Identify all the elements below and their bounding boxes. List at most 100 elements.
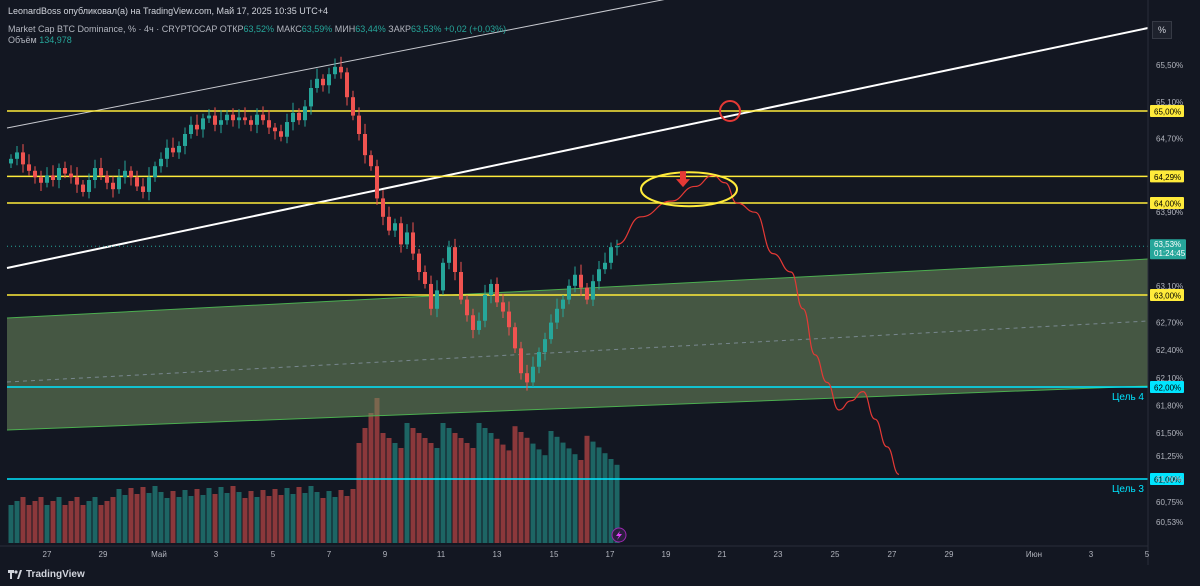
volume-bar <box>236 492 242 543</box>
candle-body <box>171 147 175 153</box>
candle-body <box>321 78 325 86</box>
trendlines <box>6 0 1149 269</box>
volume-bar <box>416 433 422 543</box>
candle-body <box>519 348 523 374</box>
time-axis-label: 15 <box>550 550 559 559</box>
volume-bar <box>98 505 104 543</box>
volume-bar <box>116 489 122 543</box>
open-label: ОТКР <box>219 24 244 34</box>
volume-bar <box>314 492 320 543</box>
candle-body <box>159 158 163 167</box>
volume-bar <box>554 436 560 543</box>
volume-bar <box>32 501 38 543</box>
volume-bar <box>38 497 44 543</box>
volume-bar <box>536 449 542 543</box>
volume-bar <box>422 438 428 543</box>
candle-body <box>477 320 481 330</box>
time-axis-label: 29 <box>99 550 108 559</box>
volume-bar <box>566 448 572 543</box>
volume-bar <box>494 438 500 543</box>
volume-bar <box>404 423 410 543</box>
candle-body <box>297 112 301 121</box>
time-axis-label: 27 <box>43 550 52 559</box>
close-value: 63,53% <box>410 24 442 34</box>
channel-bottom-edge <box>6 385 1149 431</box>
volume-bar <box>224 493 230 543</box>
level-tag-text: 64,29% <box>1154 173 1181 182</box>
volume-bar <box>62 505 68 543</box>
candle-body <box>15 152 19 159</box>
volume-bar <box>230 486 236 543</box>
candle-body <box>183 134 187 146</box>
volume-bar <box>284 488 290 543</box>
volume-bar <box>452 433 458 543</box>
candle-body <box>411 232 415 254</box>
volume-bar <box>26 505 32 543</box>
volume-bar <box>152 486 158 543</box>
price-axis-label: 61,25% <box>1156 452 1183 461</box>
target-label: Цель 3 <box>1112 484 1144 495</box>
price-axis-label: 65,50% <box>1156 61 1183 70</box>
volume-bar <box>206 488 212 543</box>
volume-bar <box>614 464 620 543</box>
candle-body <box>261 114 265 121</box>
price-axis-label: 64,70% <box>1156 135 1183 144</box>
volume-bar <box>326 491 332 543</box>
candle-body <box>429 283 433 309</box>
volume-bar <box>218 487 224 543</box>
tradingview-logo[interactable]: TradingView <box>8 569 85 580</box>
volume-bar <box>428 443 434 543</box>
candle-body <box>561 299 565 309</box>
candle-body <box>279 131 283 137</box>
candle-body <box>195 124 199 130</box>
down-arrow-icon <box>676 171 690 188</box>
candle-body <box>111 182 115 190</box>
volume-bar <box>182 490 188 543</box>
footer-bar: TradingView <box>0 565 1200 586</box>
candle-body <box>405 232 409 245</box>
price-axis-label: 61,50% <box>1156 429 1183 438</box>
last-price-text: 63,53% <box>1154 240 1181 249</box>
volume-bar <box>434 448 440 543</box>
countdown-text: 01:24:45 <box>1154 249 1186 258</box>
volume-bar <box>590 441 596 543</box>
volume-bar <box>332 497 338 543</box>
candle-body <box>573 274 577 286</box>
candle-body <box>363 134 367 156</box>
candle-body <box>39 177 43 183</box>
candle-body <box>225 114 229 121</box>
volume-bar <box>56 497 62 543</box>
volume-bar <box>464 443 470 543</box>
percent-scale-button[interactable]: % <box>1152 21 1172 39</box>
volume-bar <box>338 490 344 543</box>
level-tag-text: 64,00% <box>1154 200 1181 209</box>
candle-body <box>177 145 181 153</box>
change-value: +0,02 (+0,03%) <box>444 24 507 34</box>
candle-body <box>543 339 547 353</box>
volume-bar <box>188 496 194 543</box>
candle-body <box>135 177 139 187</box>
price-axis-label: 60,53% <box>1156 518 1183 527</box>
volume-bar <box>350 489 356 543</box>
volume-bar <box>80 505 86 543</box>
volume-bar <box>242 498 248 543</box>
candle-body <box>117 177 121 190</box>
volume-bar <box>602 453 608 543</box>
volume-bar <box>212 494 218 543</box>
price-axis-label: 62,70% <box>1156 319 1183 328</box>
candle-body <box>537 352 541 367</box>
candle-body <box>489 283 493 295</box>
low-label: МИН <box>334 24 356 34</box>
candle-body <box>303 106 307 121</box>
symbol-title[interactable]: Market Cap BTC Dominance, % · 4ч · CRYPT… <box>8 24 218 34</box>
price-axis: 65,00% 64,29% 64,00% 63,00% 62,00% 61,00% 65,5… <box>1147 0 1186 565</box>
time-axis-label: 27 <box>888 550 897 559</box>
volume-bar <box>164 498 170 543</box>
volume-bar <box>518 432 524 543</box>
candle-body <box>249 120 253 125</box>
candle-body <box>447 247 451 263</box>
candle-body <box>417 253 421 272</box>
volume-bar <box>488 433 494 543</box>
